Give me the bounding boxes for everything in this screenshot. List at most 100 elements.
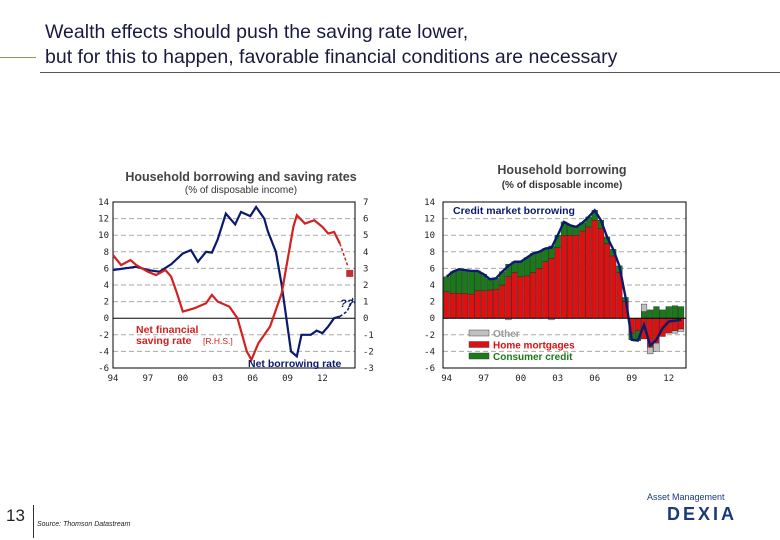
chart1-y-tick-left: 4 — [104, 281, 109, 291]
chart1-y-tick-left: 10 — [98, 231, 109, 241]
chart2-x-tick: 12 — [663, 374, 674, 384]
chart1-y-tick-right: 2 — [363, 281, 368, 291]
chart2-bar-other — [671, 330, 678, 334]
chart2-bar-consumer-credit — [486, 278, 493, 291]
chart2-bar-consumer-credit — [671, 305, 678, 319]
chart2-plot-frame — [442, 201, 687, 369]
dexia-logo: Asset Management DEXIA — [645, 492, 755, 532]
net-borrowing-label: Net borrowing rate — [248, 358, 342, 370]
chart2-credit-market-line — [445, 208, 682, 348]
chart2-bar-home-mortgages — [530, 272, 537, 319]
chart2-bar-consumer-credit — [468, 270, 475, 295]
logo-tagline: Asset Management — [647, 492, 725, 502]
chart2-bar-consumer-credit — [493, 278, 500, 290]
chart2-bar-consumer-credit — [462, 269, 469, 294]
chart2-bar-consumer-credit — [573, 226, 580, 236]
chart1-title: Household borrowing and saving rates — [125, 170, 356, 184]
chart1-x-tick: 06 — [247, 374, 258, 384]
chart1-y-tick-right: 1 — [363, 298, 368, 308]
chart2-bar-home-mortgages — [486, 289, 493, 319]
chart2-bar-home-mortgages — [511, 272, 518, 319]
chart2-x-tick: 06 — [589, 374, 600, 384]
chart2-bar-home-mortgages — [604, 243, 611, 319]
chart2-bar-home-mortgages — [567, 234, 574, 319]
chart2-bar-other — [678, 328, 685, 332]
chart1-y-tick-left: 2 — [104, 298, 109, 308]
chart2-bar-consumer-credit — [443, 276, 450, 292]
chart2-bar-other — [647, 347, 654, 355]
legend-label: Consumer credit — [493, 352, 573, 363]
chart1-x-tick: 03 — [212, 374, 223, 384]
chart2-bar-home-mortgages — [573, 234, 580, 319]
chart2-bar-home-mortgages — [523, 275, 530, 319]
chart2-bar-consumer-credit — [517, 261, 524, 277]
chart2-x-tick: 00 — [515, 374, 526, 384]
chart1-x-tick: 09 — [282, 374, 293, 384]
chart2-y-tick: -6 — [424, 364, 435, 374]
chart1-y-tick-left: -6 — [98, 364, 109, 374]
chart2-bar-consumer-credit — [449, 271, 456, 294]
chart2-bar-home-mortgages — [517, 276, 524, 319]
chart2-bar-home-mortgages — [505, 276, 512, 319]
chart2-bar-consumer-credit — [647, 309, 654, 319]
chart1-y-tick-right: -2 — [363, 347, 374, 357]
chart2-y-tick: 6 — [430, 264, 435, 274]
chart2-bar-home-mortgages — [585, 226, 592, 319]
chart2-bar-home-mortgages — [480, 290, 487, 319]
chart2-subtitle: (% of disposable income) — [502, 180, 623, 191]
chart2-y-tick: 10 — [424, 231, 435, 241]
chart1-x-tick: 94 — [108, 374, 119, 384]
chart2-bar-consumer-credit — [536, 251, 543, 269]
title-accent-rule — [0, 57, 36, 58]
rhs-label: [R.H.S.] — [203, 336, 233, 346]
chart1-x-tick: 12 — [317, 374, 328, 384]
uncertainty-marks: ?? — [340, 298, 354, 310]
chart1-x-tick: 00 — [177, 374, 188, 384]
chart2-bar-consumer-credit — [505, 264, 512, 277]
chart2-bar-home-mortgages — [468, 293, 475, 319]
chart2-bar-consumer-credit — [653, 306, 660, 319]
chart2-bar-home-mortgages — [634, 318, 641, 331]
chart2-y-tick: -4 — [424, 347, 435, 357]
chart2-bar-home-mortgages — [493, 288, 500, 319]
title-line-2: but for this to happen, favorable financ… — [45, 46, 618, 68]
chart2-bar-home-mortgages — [597, 228, 604, 319]
chart2-bar-home-mortgages — [499, 284, 506, 319]
chart2-bar-consumer-credit — [530, 253, 537, 273]
chart1-y-tick-right: -3 — [363, 364, 374, 374]
chart2-bar-home-mortgages — [548, 258, 555, 319]
chart1-series-line-saving-rate — [112, 213, 341, 363]
saving-rate-label-2: saving rate — [136, 335, 192, 347]
chart2-bar-consumer-credit — [474, 270, 481, 292]
chart2-bar-home-mortgages — [536, 268, 543, 319]
title-line-1: Wealth effects should push the saving ra… — [45, 21, 469, 43]
chart1-y-tick-left: -2 — [98, 331, 109, 341]
credit-market-label: Credit market borrowing — [453, 205, 575, 217]
chart2-bar-home-mortgages — [579, 230, 586, 319]
chart1-plot-frame — [112, 201, 356, 369]
chart1-y-tick-left: 6 — [104, 264, 109, 274]
chart1-y-tick-left: -4 — [98, 347, 109, 357]
chart2-bar-home-mortgages — [591, 220, 598, 319]
chart1-y-tick-right: 5 — [363, 231, 368, 241]
chart1-projection-line — [339, 243, 349, 267]
chart2-bar-home-mortgages — [610, 255, 617, 319]
chart1-y-tick-left: 0 — [104, 314, 109, 324]
chart1-y-tick-right: 6 — [363, 215, 368, 225]
page-number: 13 — [6, 506, 25, 525]
slide-title: Wealth effects should push the saving ra… — [45, 20, 617, 70]
chart2-y-tick: 14 — [424, 198, 435, 208]
chart2-y-tick: 0 — [430, 314, 435, 324]
legend-label: Other — [493, 329, 520, 340]
chart1-y-tick-left: 8 — [104, 248, 109, 258]
chart2-bar-home-mortgages — [449, 293, 456, 319]
chart2-bar-consumer-credit — [665, 306, 672, 319]
legend-swatch — [468, 352, 490, 360]
chart2-x-tick: 03 — [552, 374, 563, 384]
chart1-y-tick-right: 3 — [363, 264, 368, 274]
chart2-bar-home-mortgages — [560, 234, 567, 319]
chart2-bar-consumer-credit — [456, 269, 463, 294]
chart1-y-tick-right: 0 — [363, 314, 368, 324]
source-note: Source: Thomson Datastream — [37, 521, 131, 528]
